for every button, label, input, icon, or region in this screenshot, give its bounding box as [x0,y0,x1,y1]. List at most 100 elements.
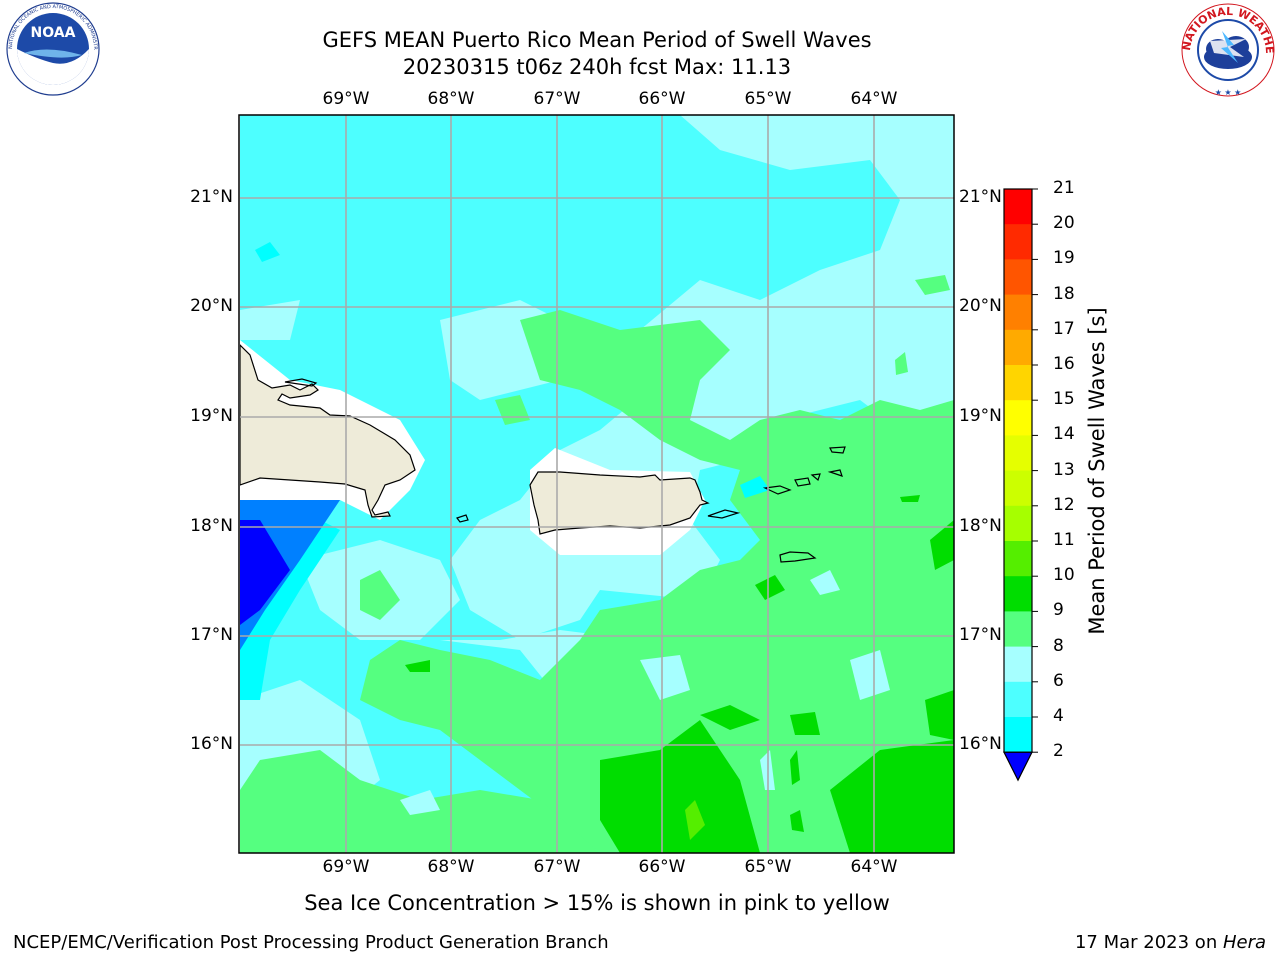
lon-label-top: 65°W [744,89,792,109]
colorbar-segment [1004,470,1032,507]
band-10-11 [405,660,430,672]
colorbar-segment [1004,505,1032,542]
colorbar-tick-label: 9 [1053,600,1064,621]
lat-label-right: 17°N [959,625,1002,645]
band-10-11 [900,495,920,502]
hispaniola-land [240,344,416,518]
lat-label-left: 16°N [190,734,233,754]
colorbar-segment [1004,435,1032,472]
footer-date-text: 17 Mar 2023 on [1074,932,1223,953]
puerto-rico-land [529,471,710,535]
lon-label-bottom: 65°W [744,857,792,877]
lon-label-bottom: 68°W [427,857,475,877]
footer-date: 17 Mar 2023 on Hera [1075,932,1266,953]
band-8-9 [640,655,690,700]
svg-text:★ ★ ★: ★ ★ ★ [1215,88,1242,97]
colorbar-segment [1004,365,1032,401]
map-title: GEFS MEAN Puerto Rico Mean Period of Swe… [322,28,872,52]
band-8-9 [850,650,890,700]
colorbar-tick-label: 16 [1053,354,1075,374]
lat-label-left: 18°N [190,516,233,536]
colorbar-segment [1004,189,1032,225]
mona-island [456,514,469,523]
colorbar-tick-label: 13 [1053,459,1075,480]
lat-label-left: 17°N [190,625,233,645]
lat-label-right: 21°N [959,187,1002,207]
contour-fill-layer [240,115,954,853]
colorbar-segment [1004,294,1032,331]
colorbar-tick-label: 4 [1053,706,1064,726]
colorbar-tick-label: 17 [1053,318,1075,339]
band-11-12 [685,800,705,840]
svg-text:NOAA: NOAA [31,25,76,41]
colorbar-tick-label: 12 [1053,494,1075,515]
map-frame [238,114,955,854]
colorbar-tick-label: 20 [1053,213,1075,234]
band-10-11 [925,690,954,740]
band-10-11 [790,750,800,785]
band-10-11 [930,520,954,570]
colorbar-scale [1003,188,1038,782]
colorbar-tick-label: 10 [1053,565,1075,586]
band-9-10 [895,352,908,375]
footer-credit: NCEP/EMC/Verification Post Processing Pr… [13,932,609,953]
colorbar-segment [1004,400,1032,436]
colorbar-title: Mean Period of Swell Waves [s] [1085,307,1109,635]
lon-label-bottom: 69°W [322,857,370,877]
map-subtitle: 20230315 t06z 240h fcst Max: 11.13 [402,55,792,79]
graticule [240,115,954,853]
band-10-11 [790,712,820,735]
lon-label-top: 66°W [638,89,686,109]
lat-label-left: 20°N [190,296,233,316]
colorbar-tick-label: 15 [1053,389,1075,410]
lat-label-left: 19°N [190,406,233,426]
lon-label-top: 67°W [533,89,581,109]
colorbar-segment [1004,717,1032,753]
colorbar-tick-label: 2 [1053,741,1064,762]
colorbar-tick-label: 19 [1053,248,1075,269]
colorbar-segment [1004,646,1032,683]
colorbar-segment [1004,329,1032,366]
lat-label-right: 19°N [959,406,1002,426]
lon-label-bottom: 64°W [850,857,898,877]
st-croix [779,551,817,563]
band-4-6 [740,476,770,498]
colorbar-segment [1004,224,1032,260]
colorbar-tick-label: 18 [1053,283,1075,304]
band-9-10 [360,570,400,620]
lat-label-right: 16°N [959,734,1002,754]
band-10-11 [830,740,954,853]
band-8-9 [810,570,840,595]
colorbar-segment [1004,681,1032,718]
lon-label-top: 68°W [427,89,475,109]
band-10-11 [600,720,760,853]
colorbar-extend-arrow [1003,751,1033,782]
colorbar-segment [1004,259,1032,296]
nws-logo: NATIONAL WEATHER SERVICE ★ ★ ★ [1178,1,1276,97]
band-4-6 [255,242,280,262]
band-10-11 [700,705,760,730]
vieques [707,509,741,519]
lon-label-top: 69°W [322,89,370,109]
lat-label-right: 20°N [959,296,1002,316]
band-10-11 [790,810,804,832]
lon-label-bottom: 66°W [638,857,686,877]
lat-label-right: 18°N [959,516,1002,536]
virgin-islands [762,446,846,495]
band-9-10 [915,275,950,295]
colorbar-tick-label: 21 [1053,178,1075,198]
colorbar-tick-label: 6 [1053,670,1064,691]
band-4-6 [240,520,340,700]
sea-ice-note: Sea Ice Concentration > 15% is shown in … [304,891,890,915]
band-8-9 [400,790,440,815]
noaa-logo: NOAA NATIONAL OCEANIC AND ATMOSPHERIC AD… [2,1,100,96]
band-10-11 [755,575,785,600]
colorbar-segment [1004,576,1032,612]
footer-host: Hera [1222,932,1266,953]
colorbar-tick-label: 14 [1053,424,1075,445]
colorbar-tick-label: 8 [1053,635,1064,656]
tortuga [284,378,318,387]
lat-label-left: 21°N [190,187,233,207]
colorbar-tick-label: 11 [1053,530,1075,550]
